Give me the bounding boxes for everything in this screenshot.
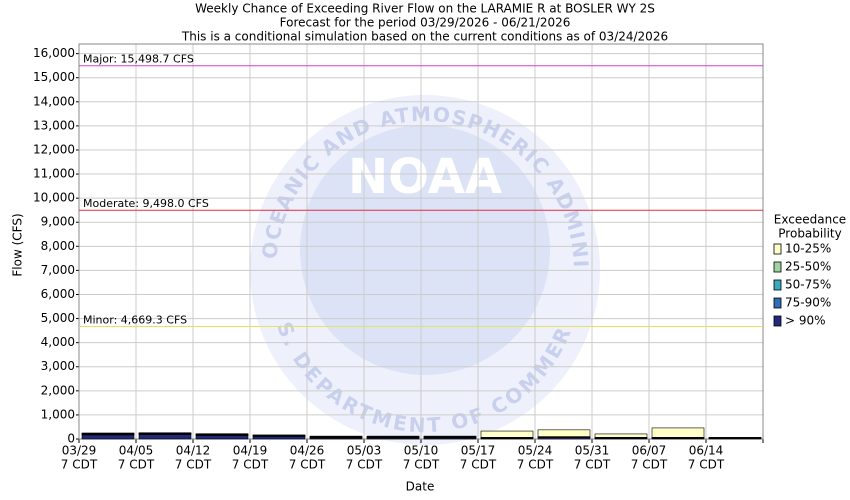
x-tick-sublabel: 7 CDT <box>574 458 611 472</box>
y-axis-label: Flow (CFS) <box>11 213 25 276</box>
y-tick-label: 8,000 <box>41 239 75 253</box>
x-tick-label: 04/05 <box>119 444 154 458</box>
y-tick-label: 15,000 <box>33 70 75 84</box>
y-tick-label: 0 <box>67 432 75 446</box>
x-tick-label: 05/17 <box>461 444 496 458</box>
x-tick-label: 04/19 <box>233 444 268 458</box>
x-tick-label: 05/31 <box>575 444 610 458</box>
legend-swatch <box>773 261 782 273</box>
bar-segment <box>252 436 306 440</box>
bar-segment <box>81 434 135 440</box>
legend-swatch <box>773 243 782 255</box>
bar-segment <box>138 434 192 440</box>
bar-segment <box>651 427 705 438</box>
legend-label: 10-25% <box>785 242 831 256</box>
bar-segment <box>537 429 591 437</box>
x-tick-sublabel: 7 CDT <box>61 458 98 472</box>
subtitle: This is a conditional simulation based o… <box>181 30 668 44</box>
x-tick-label: 05/24 <box>518 444 553 458</box>
y-tick-label: 11,000 <box>33 167 75 181</box>
subtitle: Forecast for the period 03/29/2026 - 06/… <box>280 16 571 30</box>
bar-segment <box>195 435 249 440</box>
x-tick-label: 03/29 <box>62 444 97 458</box>
x-tick-sublabel: 7 CDT <box>403 458 440 472</box>
bar-segment <box>480 430 534 438</box>
x-tick-sublabel: 7 CDT <box>175 458 212 472</box>
threshold-label: Major: 15,498.7 CFS <box>83 53 194 66</box>
watermark-center: NOAA <box>348 149 502 205</box>
legend-label: > 90% <box>785 314 826 328</box>
watermark-inner <box>300 125 550 375</box>
x-tick-sublabel: 7 CDT <box>460 458 497 472</box>
y-tick-label: 14,000 <box>33 94 75 108</box>
x-tick-sublabel: 7 CDT <box>517 458 554 472</box>
x-tick-label: 05/10 <box>404 444 439 458</box>
y-tick-label: 16,000 <box>33 46 75 60</box>
legend-label: 25-50% <box>785 260 831 274</box>
legend-swatch <box>773 315 782 327</box>
legend-title: Probability <box>778 227 841 241</box>
y-tick-label: 5,000 <box>41 311 75 325</box>
legend-label: 75-90% <box>785 296 831 310</box>
y-tick-label: 3,000 <box>41 359 75 373</box>
x-tick-sublabel: 7 CDT <box>631 458 668 472</box>
x-tick-label: 04/26 <box>290 444 325 458</box>
y-tick-label: 12,000 <box>33 142 75 156</box>
y-tick-label: 7,000 <box>41 263 75 277</box>
y-tick-label: 1,000 <box>41 407 75 421</box>
y-tick-label: 2,000 <box>41 383 75 397</box>
x-tick-sublabel: 7 CDT <box>118 458 155 472</box>
y-tick-label: 13,000 <box>33 118 75 132</box>
x-tick-label: 05/03 <box>347 444 382 458</box>
x-tick-sublabel: 7 CDT <box>289 458 326 472</box>
legend-swatch <box>773 279 782 291</box>
x-tick-label: 06/14 <box>689 444 724 458</box>
y-tick-label: 10,000 <box>33 191 75 205</box>
x-tick-sublabel: 7 CDT <box>232 458 269 472</box>
legend-swatch <box>773 297 782 309</box>
bar-segment <box>594 433 648 438</box>
threshold-label: Moderate: 9,498.0 CFS <box>83 197 209 210</box>
y-tick-label: 4,000 <box>41 335 75 349</box>
title: Weekly Chance of Exceeding River Flow on… <box>195 2 655 16</box>
legend-title: Exceedance <box>774 213 846 227</box>
legend-label: 50-75% <box>785 278 831 292</box>
y-tick-label: 9,000 <box>41 215 75 229</box>
x-tick-sublabel: 7 CDT <box>688 458 725 472</box>
x-axis-label: Date <box>406 480 435 494</box>
x-tick-label: 04/12 <box>176 444 211 458</box>
y-tick-label: 6,000 <box>41 287 75 301</box>
threshold-label: Minor: 4,669.3 CFS <box>83 314 187 327</box>
plot-frame <box>78 43 764 440</box>
x-tick-sublabel: 7 CDT <box>346 458 383 472</box>
x-tick-label: 06/07 <box>632 444 667 458</box>
